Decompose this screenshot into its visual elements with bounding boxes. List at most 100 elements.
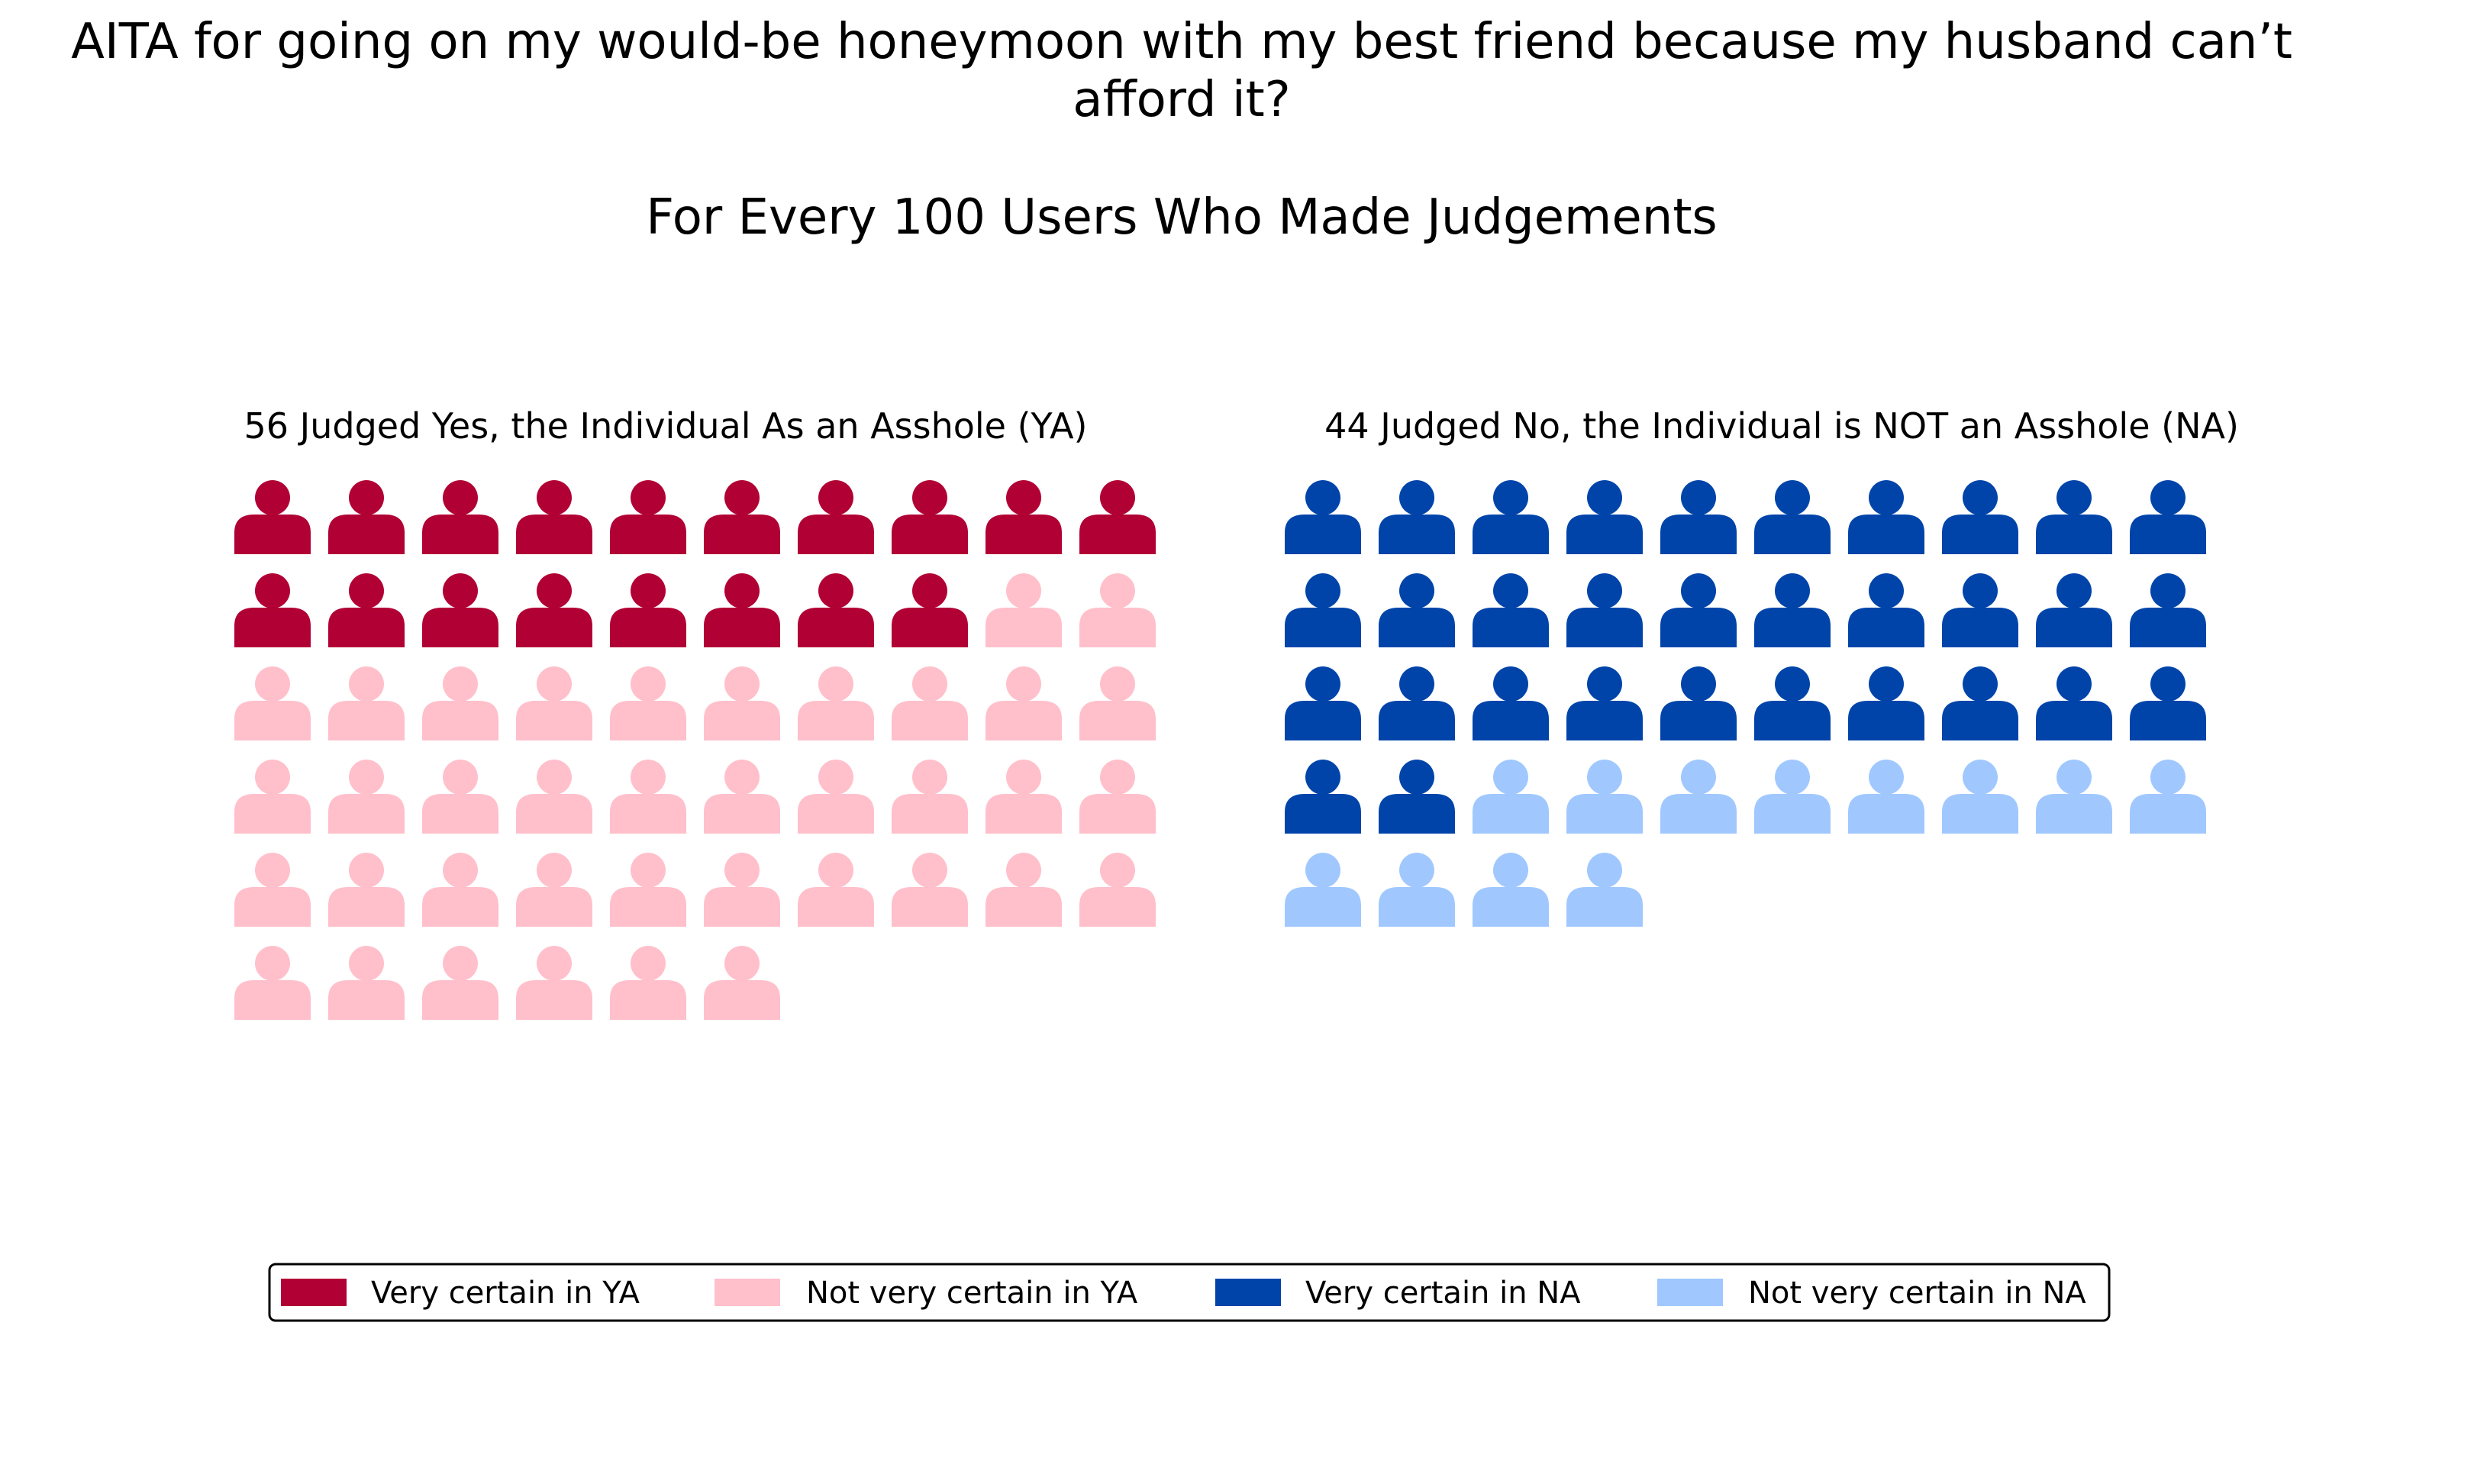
person-icon-very-certain-ya — [328, 480, 405, 554]
person-icon-not-very-certain-na — [2130, 760, 2206, 834]
person-icon-not-very-certain-ya — [892, 760, 968, 834]
person-icon-very-certain-na — [1848, 573, 1924, 647]
person-icon-very-certain-na — [1566, 666, 1643, 740]
legend-swatch-not-very-certain-ya — [715, 1279, 780, 1306]
person-icon-not-very-certain-ya — [1079, 666, 1156, 740]
legend: Very certain in YA Not very certain in Y… — [268, 1263, 2111, 1322]
person-icon-very-certain-na — [2130, 666, 2206, 740]
person-icon-very-certain-na — [2036, 666, 2112, 740]
legend-frame — [268, 1263, 2111, 1322]
person-icon-not-very-certain-ya — [985, 760, 1062, 834]
person-icon-not-very-certain-ya — [328, 946, 405, 1020]
person-icon-not-very-certain-ya — [610, 946, 686, 1020]
person-icon-very-certain-ya — [892, 480, 968, 554]
person-icon-very-certain-ya — [422, 480, 498, 554]
person-icon-not-very-certain-ya — [610, 853, 686, 927]
person-icon-not-very-certain-ya — [422, 946, 498, 1020]
person-icon-very-certain-na — [1754, 666, 1831, 740]
person-icon-not-very-certain-na — [2036, 760, 2112, 834]
person-icon-very-certain-na — [1848, 666, 1924, 740]
person-icon-not-very-certain-ya — [516, 853, 592, 927]
person-icon-very-certain-na — [1285, 480, 1361, 554]
person-icon-not-very-certain-ya — [1079, 573, 1156, 647]
person-icon-very-certain-na — [2130, 480, 2206, 554]
person-icon-very-certain-na — [2130, 573, 2206, 647]
person-icon-very-certain-ya — [985, 480, 1062, 554]
person-icon-not-very-certain-ya — [234, 666, 311, 740]
person-icon-very-certain-na — [1942, 666, 2018, 740]
legend-label-very-certain-na: Very certain in NA — [1305, 1276, 1581, 1311]
person-icon-very-certain-na — [1379, 666, 1455, 740]
person-icon-not-very-certain-na — [1379, 853, 1455, 927]
person-icon-very-certain-na — [1379, 480, 1455, 554]
person-icon-not-very-certain-ya — [516, 946, 592, 1020]
legend-swatch-not-very-certain-na — [1657, 1279, 1723, 1306]
person-icon-not-very-certain-na — [1660, 760, 1737, 834]
person-icon-not-very-certain-ya — [985, 573, 1062, 647]
person-icon-very-certain-na — [2036, 480, 2112, 554]
person-icon-not-very-certain-na — [1754, 760, 1831, 834]
person-icon-very-certain-na — [1473, 573, 1549, 647]
person-icon-very-certain-ya — [892, 573, 968, 647]
person-icon-not-very-certain-ya — [798, 853, 874, 927]
person-icon-not-very-certain-ya — [798, 760, 874, 834]
person-icon-very-certain-ya — [610, 480, 686, 554]
waffle-grid-na — [1285, 480, 2206, 927]
person-icon-very-certain-ya — [704, 573, 780, 647]
person-icon-very-certain-na — [1660, 666, 1737, 740]
person-icon-very-certain-na — [1660, 480, 1737, 554]
person-icon-not-very-certain-na — [1473, 853, 1549, 927]
person-icon-not-very-certain-ya — [516, 666, 592, 740]
person-icon-very-certain-ya — [234, 480, 311, 554]
person-icon-not-very-certain-ya — [422, 853, 498, 927]
person-icon-not-very-certain-ya — [704, 760, 780, 834]
person-icon-very-certain-na — [2036, 573, 2112, 647]
person-icon-very-certain-na — [1285, 760, 1361, 834]
person-icon-very-certain-na — [1285, 666, 1361, 740]
legend-swatch-very-certain-ya — [281, 1279, 347, 1306]
person-icon-not-very-certain-ya — [516, 760, 592, 834]
person-icon-very-certain-na — [1379, 573, 1455, 647]
person-icon-very-certain-ya — [798, 573, 874, 647]
person-icon-very-certain-ya — [610, 573, 686, 647]
person-icon-not-very-certain-ya — [798, 666, 874, 740]
person-icon-very-certain-ya — [704, 480, 780, 554]
waffle-grid-ya — [234, 480, 1156, 1020]
person-icon-very-certain-na — [1566, 480, 1643, 554]
person-icon-very-certain-ya — [516, 573, 592, 647]
person-icon-not-very-certain-ya — [328, 666, 405, 740]
person-icon-not-very-certain-na — [1285, 853, 1361, 927]
person-icon-very-certain-na — [1848, 480, 1924, 554]
person-icon-not-very-certain-na — [1566, 853, 1643, 927]
panel-label-ya: 56 Judged Yes, the Individual As an Assh… — [244, 405, 1088, 447]
legend-label-very-certain-ya: Very certain in YA — [371, 1276, 640, 1311]
person-icon-very-certain-ya — [516, 480, 592, 554]
person-icon-very-certain-na — [1754, 480, 1831, 554]
person-icon-not-very-certain-ya — [234, 853, 311, 927]
legend-label-not-very-certain-ya: Not very certain in YA — [806, 1276, 1138, 1311]
legend-swatch-very-certain-na — [1215, 1279, 1281, 1306]
person-icon-not-very-certain-ya — [985, 666, 1062, 740]
person-icon-not-very-certain-ya — [985, 853, 1062, 927]
person-icon-not-very-certain-ya — [610, 760, 686, 834]
person-icon-very-certain-na — [1285, 573, 1361, 647]
panel-label-na: 44 Judged No, the Individual is NOT an A… — [1324, 405, 2239, 447]
person-icon-not-very-certain-ya — [1079, 760, 1156, 834]
person-icon-very-certain-ya — [1079, 480, 1156, 554]
person-icon-very-certain-na — [1942, 573, 2018, 647]
person-icon-not-very-certain-ya — [892, 853, 968, 927]
person-icon-not-very-certain-ya — [1079, 853, 1156, 927]
person-icon-very-certain-na — [1473, 666, 1549, 740]
person-icon-not-very-certain-ya — [234, 760, 311, 834]
person-icon-not-very-certain-ya — [610, 666, 686, 740]
person-icon-not-very-certain-ya — [704, 666, 780, 740]
legend-label-not-very-certain-na: Not very certain in NA — [1748, 1276, 2086, 1311]
person-icon-not-very-certain-na — [1473, 760, 1549, 834]
person-icon-very-certain-na — [1566, 573, 1643, 647]
person-icon-very-certain-na — [1473, 480, 1549, 554]
person-icon-not-very-certain-ya — [422, 760, 498, 834]
person-icon-very-certain-ya — [234, 573, 311, 647]
person-icon-not-very-certain-ya — [704, 853, 780, 927]
person-icon-very-certain-ya — [798, 480, 874, 554]
